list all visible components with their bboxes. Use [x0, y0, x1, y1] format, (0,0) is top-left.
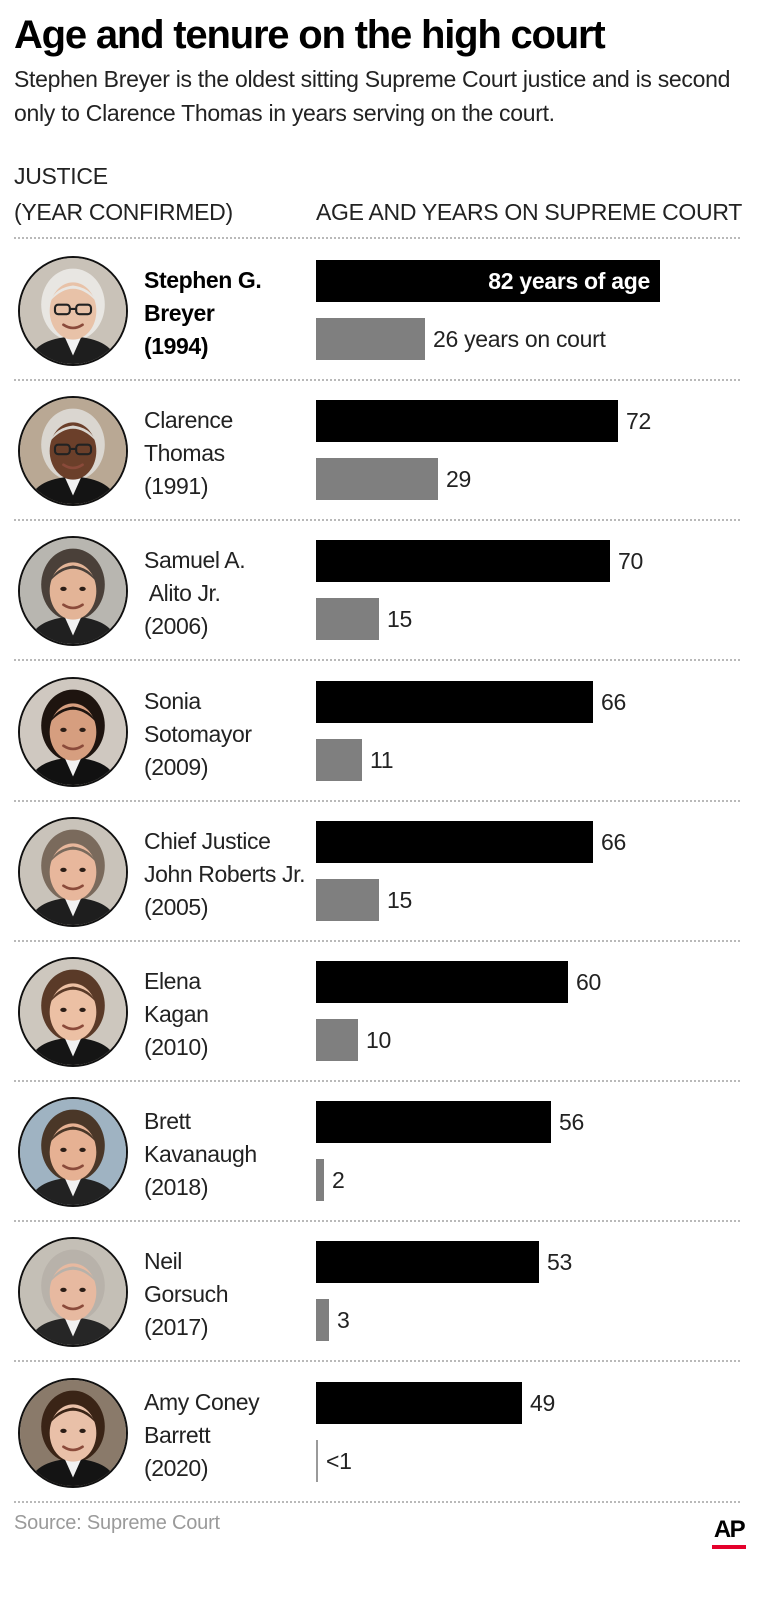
- age-bar: [316, 1241, 539, 1283]
- justice-column-header: JUSTICE (YEAR CONFIRMED): [14, 163, 233, 225]
- ap-logo-underline: [712, 1545, 746, 1549]
- justice-name: Clarence Thomas (1991): [144, 407, 233, 499]
- court-bar: [316, 1299, 329, 1341]
- divider: [14, 1080, 740, 1082]
- court-value-label: 15: [387, 606, 412, 632]
- portrait-kavanaugh: [18, 1097, 128, 1207]
- age-bar: [316, 400, 618, 442]
- table-row: Amy Coney Barrett (2020) 49 <1: [0, 1362, 780, 1502]
- bars-column-header: AGE AND YEARS ON SUPREME COURT: [316, 199, 742, 225]
- table-row: Clarence Thomas (1991) 72 29: [0, 380, 780, 520]
- divider: [14, 519, 740, 521]
- court-bar: [316, 1159, 324, 1201]
- divider: [14, 1501, 740, 1503]
- court-value-label: 3: [337, 1307, 350, 1333]
- court-bar: [316, 598, 379, 640]
- court-bar: [316, 1019, 358, 1061]
- justice-name: Amy Coney Barrett (2020): [144, 1389, 260, 1481]
- ap-logo: AP: [712, 1517, 746, 1549]
- portrait-alito: [18, 536, 128, 646]
- justice-name: Chief Justice John Roberts Jr. (2005): [144, 828, 306, 920]
- justice-name: Stephen G. Breyer (1994): [144, 267, 262, 359]
- age-bar: [316, 260, 660, 302]
- age-value-label: 72: [626, 408, 651, 434]
- table-row: Samuel A. Alito Jr. (2006) 70 15: [0, 520, 780, 660]
- divider: [14, 237, 740, 239]
- table-row: Brett Kavanaugh (2018) 56 2: [0, 1081, 780, 1221]
- portrait-sotomayor: [18, 677, 128, 787]
- age-value-label: 66: [601, 829, 626, 855]
- justice-name: Samuel A. Alito Jr. (2006): [144, 547, 246, 639]
- justice-name: Elena Kagan (2010): [144, 968, 209, 1060]
- court-value-label: 10: [366, 1027, 391, 1053]
- ap-logo-text: AP: [713, 1516, 746, 1543]
- portrait-roberts: [18, 817, 128, 927]
- portrait-gorsuch: [18, 1237, 128, 1347]
- age-bar: [316, 1382, 522, 1424]
- court-value-label: 29: [446, 466, 471, 492]
- court-value-label: 2: [332, 1167, 345, 1193]
- divider: [14, 1360, 740, 1362]
- court-bar: [316, 458, 438, 500]
- justice-name: Neil Gorsuch (2017): [144, 1248, 229, 1340]
- chart-title: Age and tenure on the high court: [14, 13, 606, 57]
- divider: [14, 800, 740, 802]
- age-bar: [316, 681, 593, 723]
- age-bar: [316, 821, 593, 863]
- portrait-thomas: [18, 396, 128, 506]
- age-bar: [316, 540, 610, 582]
- table-row: Chief Justice John Roberts Jr. (2005) 66 1…: [0, 801, 780, 941]
- divider: [14, 659, 740, 661]
- court-bar: [316, 879, 379, 921]
- justice-name: Brett Kavanaugh (2018): [144, 1108, 257, 1200]
- table-row: Sonia Sotomayor (2009) 66 11: [0, 661, 780, 801]
- portrait-breyer: [18, 256, 128, 366]
- age-value-label: 66: [601, 689, 626, 715]
- court-bar: [316, 739, 362, 781]
- divider: [14, 940, 740, 942]
- court-bar: [316, 318, 425, 360]
- court-value-label: 11: [370, 747, 394, 773]
- age-bar: [316, 1101, 551, 1143]
- table-row: Elena Kagan (2010) 60 10: [0, 941, 780, 1081]
- age-value-label: 49: [530, 1390, 555, 1416]
- court-value-label: <1: [326, 1448, 352, 1474]
- justice-name: Sonia Sotomayor (2009): [144, 688, 252, 780]
- court-bar: [316, 1440, 318, 1482]
- age-bar: [316, 961, 568, 1003]
- divider: [14, 1220, 740, 1222]
- age-value-label: 56: [559, 1109, 584, 1135]
- chart-subtitle: Stephen Breyer is the oldest sitting Sup…: [14, 66, 731, 126]
- age-value-label: 70: [618, 548, 643, 574]
- source-note: Source: Supreme Court: [14, 1512, 220, 1534]
- portrait-kagan: [18, 957, 128, 1067]
- table-row: Stephen G. Breyer (1994) 82 years of age 2…: [0, 240, 780, 380]
- age-value-label: 60: [576, 969, 601, 995]
- age-value-label: 53: [547, 1249, 572, 1275]
- portrait-barrett: [18, 1378, 128, 1488]
- court-value-label: 26 years on court: [433, 326, 606, 352]
- court-value-label: 15: [387, 887, 412, 913]
- table-row: Neil Gorsuch (2017) 53 3: [0, 1221, 780, 1361]
- age-value-label: 82 years of age: [488, 268, 650, 294]
- divider: [14, 379, 740, 381]
